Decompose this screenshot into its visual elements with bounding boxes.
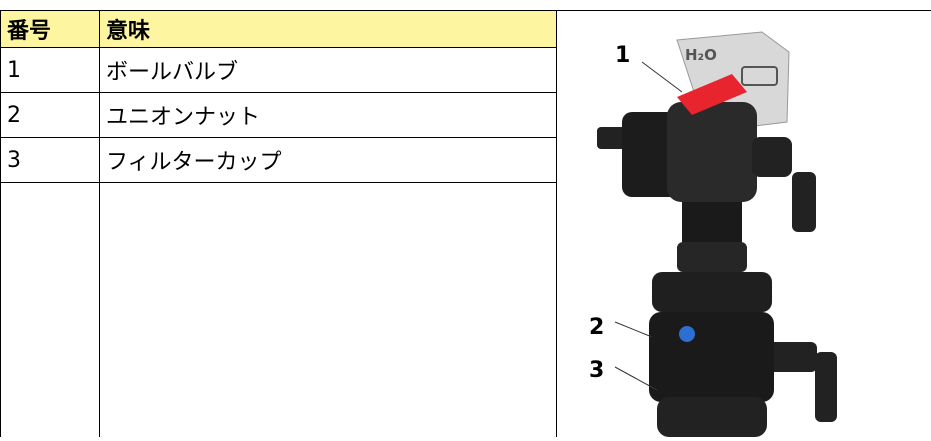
header-row: 番号 意味 [0, 10, 557, 48]
row: 2 ユニオンナット [0, 92, 557, 138]
header-cell: 番号 [0, 10, 100, 48]
filter-cup [657, 397, 767, 437]
leader-line [641, 61, 683, 93]
cell: 3 [0, 137, 100, 183]
outlet [767, 342, 817, 372]
outlet [752, 137, 792, 177]
border [556, 10, 931, 11]
body [667, 102, 757, 202]
leader-line [614, 321, 653, 338]
cell: 1 [0, 47, 100, 93]
cell: ボールバルブ [99, 47, 557, 93]
callout: 1 [615, 43, 630, 68]
callout: 3 [589, 358, 604, 383]
parts-table: 番号 意味 1 ボールバルブ 2 ユニオンナット 3 フィルターカップ [0, 10, 557, 437]
neck [682, 202, 742, 242]
ball-valve-handle [677, 74, 747, 115]
cell [0, 182, 100, 437]
indicator [679, 326, 695, 342]
cell: フィルターカップ [99, 137, 557, 183]
hose-nipple [792, 172, 816, 232]
tag-text: H₂O [685, 46, 717, 64]
callout: 2 [589, 315, 604, 340]
neck [677, 242, 747, 272]
cell: 2 [0, 92, 100, 138]
leader-line [614, 366, 658, 391]
cell [99, 182, 557, 437]
filter-body [649, 312, 774, 402]
valve-figure: H₂O 1 2 3 [589, 31, 837, 437]
header-cell: 意味 [99, 10, 557, 48]
union-nut [652, 272, 772, 312]
icon [741, 66, 778, 86]
row: 3 フィルターカップ [0, 137, 557, 183]
cell: ユニオンナット [99, 92, 557, 138]
row [0, 182, 557, 437]
hose-nipple [597, 127, 627, 149]
row: 1 ボールバルブ [0, 47, 557, 93]
hose-nipple [815, 352, 837, 422]
